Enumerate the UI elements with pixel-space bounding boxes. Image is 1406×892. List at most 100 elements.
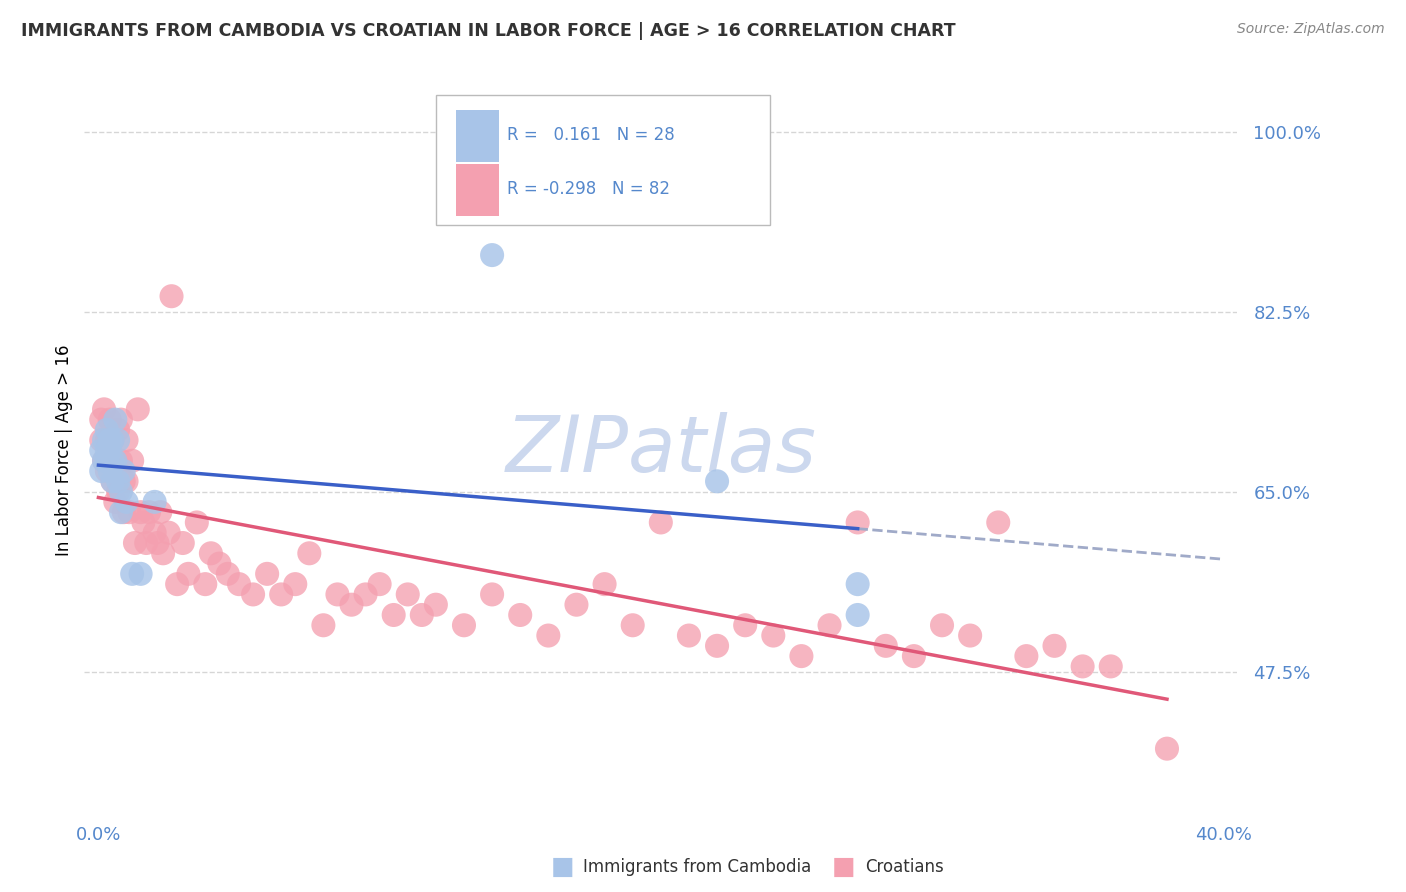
Point: [98, 433, 121, 447]
Point: [762, 628, 785, 642]
FancyBboxPatch shape: [456, 164, 499, 216]
Point: [110, 412, 132, 426]
Point: [96, 443, 118, 458]
Point: [1099, 659, 1122, 673]
Point: [284, 577, 307, 591]
Point: [101, 475, 124, 489]
Point: [509, 607, 531, 622]
Point: [127, 402, 149, 417]
Point: [143, 525, 166, 540]
Point: [481, 248, 503, 262]
Point: [650, 516, 672, 530]
Text: R = -0.298   N = 82: R = -0.298 N = 82: [508, 180, 671, 198]
Point: [987, 516, 1010, 530]
Point: [425, 598, 447, 612]
Point: [93, 454, 115, 468]
FancyBboxPatch shape: [456, 110, 499, 161]
Point: [160, 289, 183, 303]
Point: [354, 587, 377, 601]
FancyBboxPatch shape: [436, 95, 770, 225]
Point: [846, 516, 869, 530]
Point: [101, 475, 124, 489]
Point: [121, 454, 143, 468]
Point: [112, 505, 135, 519]
Point: [621, 618, 644, 632]
Point: [110, 454, 132, 468]
Point: [98, 454, 121, 468]
Point: [706, 475, 728, 489]
Point: [107, 423, 129, 437]
Text: Croatians: Croatians: [865, 858, 943, 876]
Point: [1156, 741, 1178, 756]
Point: [96, 433, 118, 447]
Point: [818, 618, 841, 632]
Point: [112, 475, 135, 489]
Point: [115, 433, 138, 447]
Point: [104, 412, 127, 426]
Point: [959, 628, 981, 642]
Point: [98, 464, 121, 478]
Point: [217, 566, 239, 581]
Point: [1071, 659, 1094, 673]
Point: [118, 505, 141, 519]
Point: [152, 546, 174, 560]
Point: [270, 587, 292, 601]
Point: [846, 577, 869, 591]
Point: [200, 546, 222, 560]
Point: [790, 649, 813, 664]
Point: [121, 566, 143, 581]
Point: [565, 598, 588, 612]
Text: ZIPatlas: ZIPatlas: [505, 412, 817, 489]
Point: [104, 454, 127, 468]
Point: [846, 607, 869, 622]
Point: [129, 505, 152, 519]
Point: [110, 505, 132, 519]
Point: [186, 516, 208, 530]
Point: [107, 433, 129, 447]
Point: [678, 628, 700, 642]
Point: [107, 484, 129, 499]
Point: [382, 607, 405, 622]
Point: [734, 618, 756, 632]
Point: [96, 464, 118, 478]
Point: [101, 433, 124, 447]
Point: [340, 598, 363, 612]
Point: [208, 557, 231, 571]
Point: [90, 443, 112, 458]
Text: Source: ZipAtlas.com: Source: ZipAtlas.com: [1237, 22, 1385, 37]
Point: [177, 566, 200, 581]
Point: [101, 454, 124, 468]
Point: [411, 607, 433, 622]
Point: [931, 618, 953, 632]
Point: [706, 639, 728, 653]
Point: [593, 577, 616, 591]
Text: ■: ■: [551, 855, 574, 879]
Point: [129, 566, 152, 581]
Point: [146, 536, 169, 550]
Point: [135, 536, 157, 550]
Point: [1043, 639, 1066, 653]
Point: [96, 454, 118, 468]
Text: Immigrants from Cambodia: Immigrants from Cambodia: [583, 858, 811, 876]
Point: [875, 639, 897, 653]
Point: [96, 423, 118, 437]
Point: [104, 495, 127, 509]
Y-axis label: In Labor Force | Age > 16: In Labor Force | Age > 16: [55, 344, 73, 557]
Point: [90, 412, 112, 426]
Point: [166, 577, 188, 591]
Point: [298, 546, 321, 560]
Point: [256, 566, 278, 581]
Point: [98, 412, 121, 426]
Point: [138, 505, 160, 519]
Point: [98, 443, 121, 458]
Point: [90, 464, 112, 478]
Point: [93, 402, 115, 417]
Point: [107, 475, 129, 489]
Point: [481, 587, 503, 601]
Point: [90, 433, 112, 447]
Point: [157, 525, 180, 540]
Point: [396, 587, 419, 601]
Point: [93, 454, 115, 468]
Point: [453, 618, 475, 632]
Point: [368, 577, 391, 591]
